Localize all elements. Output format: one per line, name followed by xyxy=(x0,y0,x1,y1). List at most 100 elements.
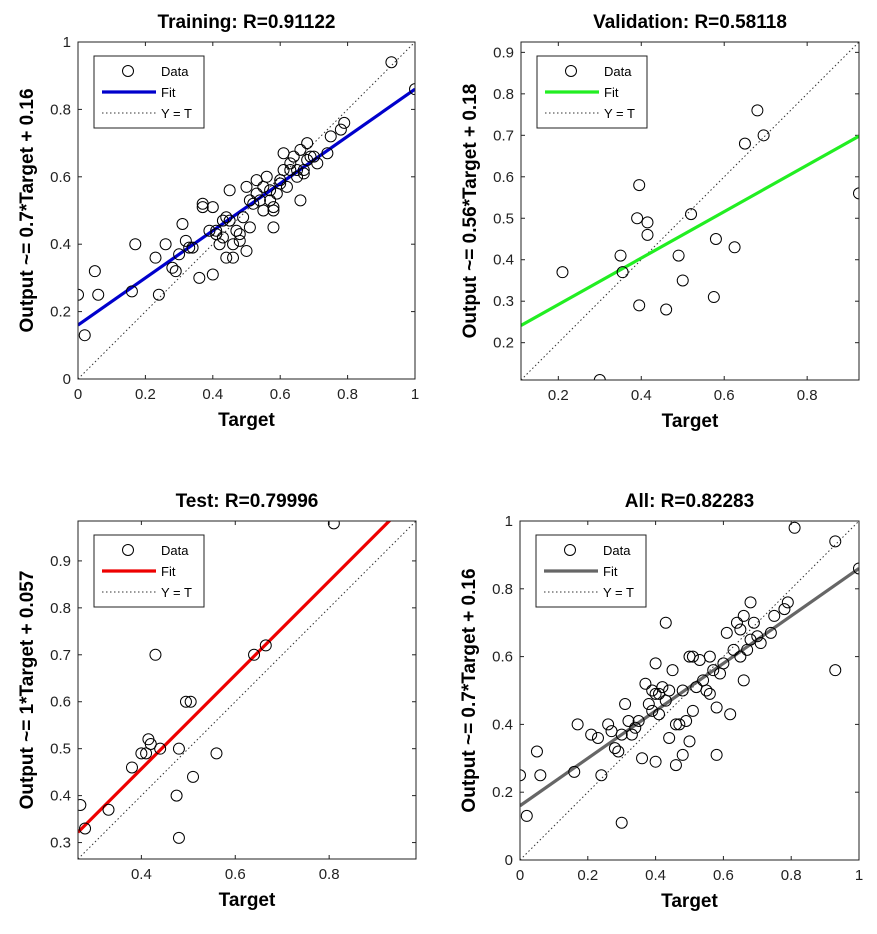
y-tick-label: 0.5 xyxy=(50,741,71,758)
data-point xyxy=(615,728,628,741)
y-tick-label: 1 xyxy=(505,513,513,530)
data-point xyxy=(78,288,84,301)
data-point xyxy=(619,698,632,711)
y-tick-label: 0.3 xyxy=(50,835,71,852)
data-point xyxy=(616,266,629,279)
data-point xyxy=(730,616,743,629)
legend-identity-label: Y = T xyxy=(603,585,634,600)
data-point xyxy=(184,695,197,708)
data-point xyxy=(173,248,186,261)
chart-title: Training: R=0.91122 xyxy=(158,12,336,33)
data-point xyxy=(250,187,263,200)
data-point xyxy=(709,232,722,245)
data-point xyxy=(220,211,233,224)
y-tick-label: 0.6 xyxy=(492,649,513,666)
data-point xyxy=(710,701,723,714)
legend-data-marker xyxy=(564,544,576,556)
data-point xyxy=(625,728,638,741)
data-point xyxy=(267,221,280,234)
data-point xyxy=(649,657,662,670)
data-point xyxy=(264,184,277,197)
data-point xyxy=(321,147,334,160)
data-point xyxy=(853,562,859,575)
legend-data-label: Data xyxy=(161,64,189,79)
data-point xyxy=(642,698,655,711)
data-point xyxy=(78,799,87,812)
data-point xyxy=(172,742,185,755)
x-tick-label: 0 xyxy=(516,867,524,884)
data-point xyxy=(612,745,625,758)
data-point xyxy=(660,303,673,316)
data-point xyxy=(223,214,236,227)
data-point xyxy=(680,715,693,728)
data-point xyxy=(152,288,165,301)
data-point xyxy=(652,708,665,721)
y-tick-label: 0.6 xyxy=(493,169,514,186)
y-axis-label: Output ~= 0.7*Target + 0.16 xyxy=(459,568,480,812)
data-point xyxy=(683,735,696,748)
data-point xyxy=(297,167,310,180)
data-point xyxy=(210,747,223,760)
x-tick-label: 0 xyxy=(74,386,82,403)
data-point xyxy=(311,157,324,170)
data-point xyxy=(649,687,662,700)
x-tick-label: 1 xyxy=(411,386,419,403)
data-point xyxy=(327,521,340,530)
data-point xyxy=(78,329,91,342)
data-point xyxy=(686,650,699,663)
data-point xyxy=(277,164,290,177)
data-point xyxy=(187,770,200,783)
data-point xyxy=(92,288,105,301)
data-point xyxy=(676,748,689,761)
data-point xyxy=(534,769,547,782)
y-tick-label: 1 xyxy=(63,34,71,51)
data-point xyxy=(144,737,157,750)
subplot-1: Validation: R=0.58118 0.2 0.4 0.6 0.8 0.2 0.3 0… xyxy=(460,12,860,432)
axes-box xyxy=(519,520,860,861)
data-point xyxy=(284,164,297,177)
plot-content xyxy=(78,42,415,379)
fit-line xyxy=(78,521,392,834)
data-point xyxy=(649,755,662,768)
data-point xyxy=(641,228,654,241)
data-point xyxy=(734,623,747,636)
data-point xyxy=(149,251,162,264)
data-point xyxy=(633,179,646,192)
data-point xyxy=(79,822,92,835)
y-tick-label: 0.8 xyxy=(493,86,514,103)
plot-content xyxy=(520,521,859,860)
data-point xyxy=(754,637,767,650)
legend-data-label: Data xyxy=(603,543,631,558)
data-point xyxy=(240,180,253,193)
y-tick-label: 0.9 xyxy=(493,44,514,61)
data-point xyxy=(216,214,229,227)
x-tick-label: 0.2 xyxy=(548,387,569,404)
data-point xyxy=(602,718,615,731)
data-point xyxy=(291,164,304,177)
data-point xyxy=(203,224,216,237)
data-point xyxy=(196,201,209,214)
axes-box xyxy=(77,520,417,860)
data-point xyxy=(734,650,747,663)
y-tick-label: 0.4 xyxy=(50,788,71,805)
y-tick-label: 0 xyxy=(63,371,71,388)
x-tick-label: 0.8 xyxy=(797,387,818,404)
chart-title: Validation: R=0.58118 xyxy=(593,12,787,33)
data-point xyxy=(213,238,226,251)
data-point xyxy=(294,143,307,156)
y-tick-label: 0.9 xyxy=(50,553,71,570)
y-tick-label: 0.2 xyxy=(493,335,514,352)
data-point xyxy=(751,104,764,117)
data-point xyxy=(125,761,138,774)
data-point xyxy=(738,137,751,150)
data-point xyxy=(223,184,236,197)
data-point xyxy=(179,695,192,708)
legend: Data Fit Y = T xyxy=(93,55,205,129)
y-tick-label: 0.8 xyxy=(50,600,71,617)
legend-data-label: Data xyxy=(604,64,632,79)
data-point xyxy=(556,266,569,279)
data-point xyxy=(284,157,297,170)
x-tick-label: 0.4 xyxy=(645,867,666,884)
data-point xyxy=(248,648,261,661)
data-point xyxy=(703,687,716,700)
